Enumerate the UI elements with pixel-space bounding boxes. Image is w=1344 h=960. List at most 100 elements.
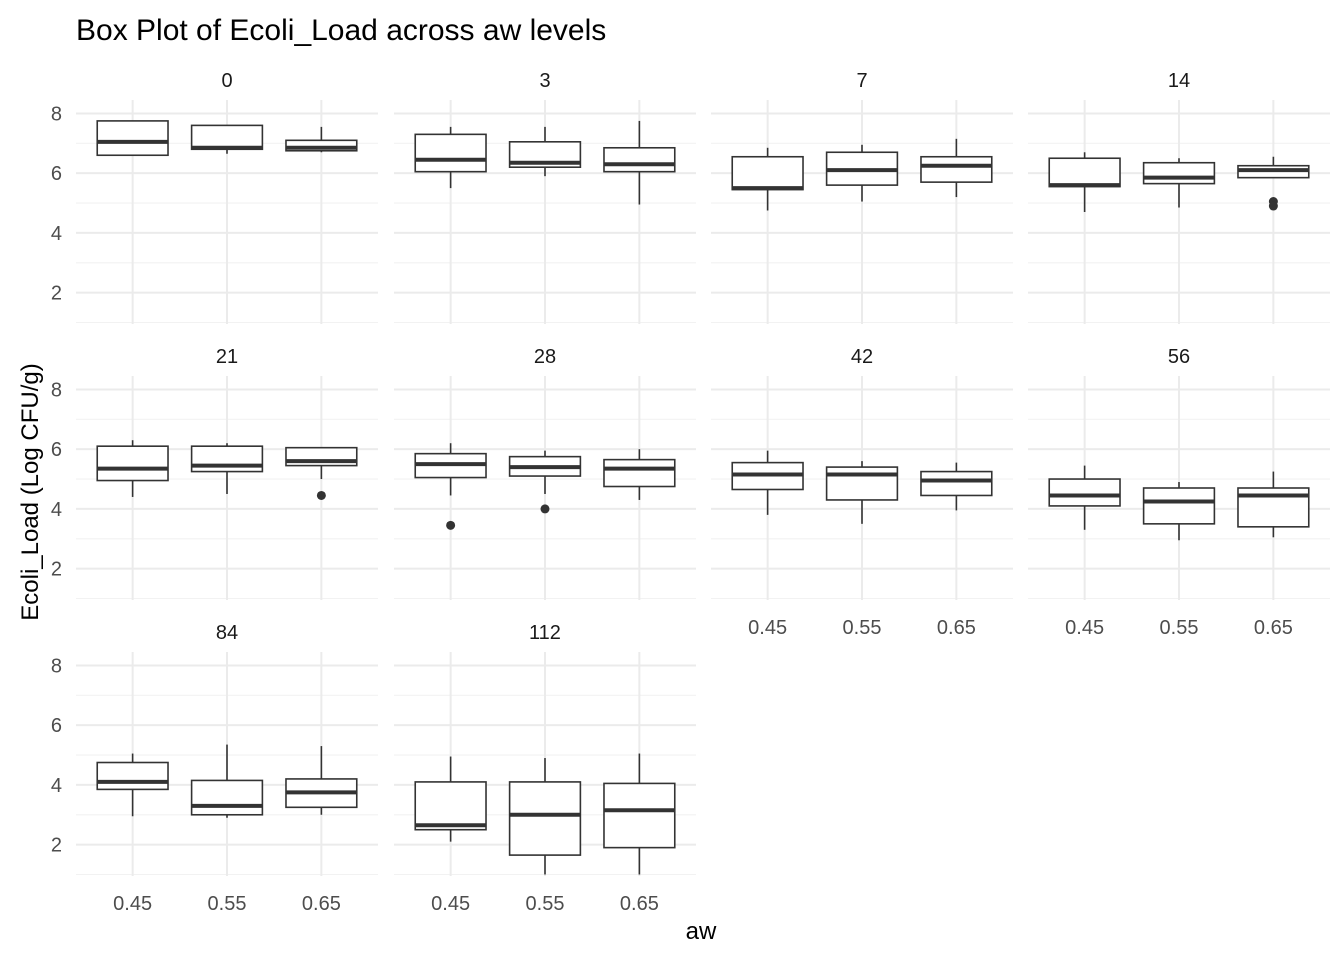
facet-strip-label: 14	[1168, 70, 1190, 92]
box-body	[190, 779, 264, 816]
box	[825, 144, 899, 202]
box-body	[825, 466, 899, 501]
box	[508, 450, 582, 514]
box	[96, 440, 169, 497]
box-body	[190, 124, 264, 151]
facet-panel: 7	[711, 70, 1013, 324]
outlier-point	[540, 504, 550, 514]
facet-strip-label: 42	[851, 346, 873, 368]
facet-panel: 21 2 4 6 8	[51, 346, 378, 600]
box-body	[1048, 157, 1121, 188]
y-tick-label: 4	[51, 499, 62, 521]
y-tick-label: 8	[51, 655, 62, 677]
outlier-point	[316, 490, 326, 500]
facet-panel: 84 2 4 6 8 0.45 0.55 0.65	[51, 622, 378, 915]
facet-panel: 14	[1028, 70, 1330, 324]
box	[190, 443, 264, 494]
x-tick-label: 0.45	[431, 893, 470, 915]
facet-panel: 3	[394, 70, 696, 324]
x-tick-label: 0.45	[1065, 617, 1104, 639]
box	[920, 138, 993, 198]
facet-panel: 0 2 4 6 8	[51, 70, 378, 324]
outlier-point	[1268, 201, 1278, 211]
box	[190, 744, 264, 818]
box	[508, 126, 582, 177]
box-body	[96, 761, 169, 791]
box	[414, 126, 487, 189]
y-tick-label: 8	[51, 379, 62, 401]
y-tick-label: 2	[51, 283, 62, 305]
facet-strip-label: 0	[221, 70, 232, 92]
box-body	[731, 155, 804, 191]
x-axis-title: aw	[686, 918, 717, 945]
box	[1142, 482, 1216, 541]
box	[1048, 152, 1121, 212]
x-tick-label: 0.65	[937, 617, 976, 639]
facet-panel: 28	[394, 346, 696, 600]
x-tick-label: 0.55	[1160, 617, 1199, 639]
box-body	[603, 782, 676, 849]
facet-strip-label: 21	[216, 346, 238, 368]
y-tick-label: 6	[51, 715, 62, 737]
box	[414, 756, 487, 842]
box-body	[920, 155, 993, 183]
y-tick-label: 4	[51, 775, 62, 797]
box	[825, 461, 899, 524]
x-tick-label: 0.45	[748, 617, 787, 639]
x-tick-label: 0.65	[1254, 617, 1293, 639]
box	[414, 443, 487, 530]
facet-strip-label: 56	[1168, 346, 1190, 368]
box	[731, 450, 804, 515]
box	[920, 462, 993, 511]
y-tick-label: 8	[51, 103, 62, 125]
box-body	[1142, 161, 1216, 185]
box	[603, 753, 676, 875]
x-tick-label: 0.55	[843, 617, 882, 639]
box	[285, 126, 358, 153]
box	[285, 446, 358, 500]
y-axis-title: Ecoli_Load (Log CFU/g)	[17, 363, 44, 620]
facet-panel: 112 0.45 0.55 0.65	[394, 622, 696, 915]
box-body	[414, 133, 487, 173]
facet-strip-label: 84	[216, 622, 238, 644]
box-body	[603, 458, 676, 488]
facet-panel: 56 0.45 0.55 0.65	[1028, 346, 1330, 639]
box-body	[414, 781, 487, 831]
y-tick-label: 4	[51, 223, 62, 245]
box	[96, 753, 169, 817]
box-body	[96, 120, 169, 157]
y-tick-label: 2	[51, 559, 62, 581]
box-body	[96, 445, 169, 482]
box-body	[603, 146, 676, 173]
box	[1237, 156, 1310, 211]
facet-strip-label: 3	[539, 70, 550, 92]
box	[731, 147, 804, 211]
box	[96, 120, 169, 157]
y-tick-label: 6	[51, 163, 62, 185]
x-tick-label: 0.55	[208, 893, 247, 915]
box	[603, 449, 676, 500]
box	[285, 746, 358, 815]
box	[1237, 471, 1310, 538]
x-tick-label: 0.45	[113, 893, 152, 915]
box	[1048, 465, 1121, 530]
x-tick-label: 0.65	[620, 893, 659, 915]
box-body	[920, 470, 993, 497]
box	[190, 124, 264, 154]
box	[508, 758, 582, 875]
y-tick-label: 2	[51, 835, 62, 857]
box	[1142, 158, 1216, 208]
x-tick-label: 0.55	[526, 893, 565, 915]
facet-strip-label: 28	[534, 346, 556, 368]
facet-panel: 42 0.45 0.55 0.65	[711, 346, 1013, 639]
facet-strip-label: 112	[529, 622, 561, 644]
box-body	[1048, 478, 1121, 507]
y-tick-label: 6	[51, 439, 62, 461]
box-body	[1142, 487, 1216, 525]
chart-title: Box Plot of Ecoli_Load across aw levels	[76, 14, 606, 47]
box-body	[190, 445, 264, 473]
x-tick-label: 0.65	[302, 893, 341, 915]
box-body	[508, 781, 582, 856]
